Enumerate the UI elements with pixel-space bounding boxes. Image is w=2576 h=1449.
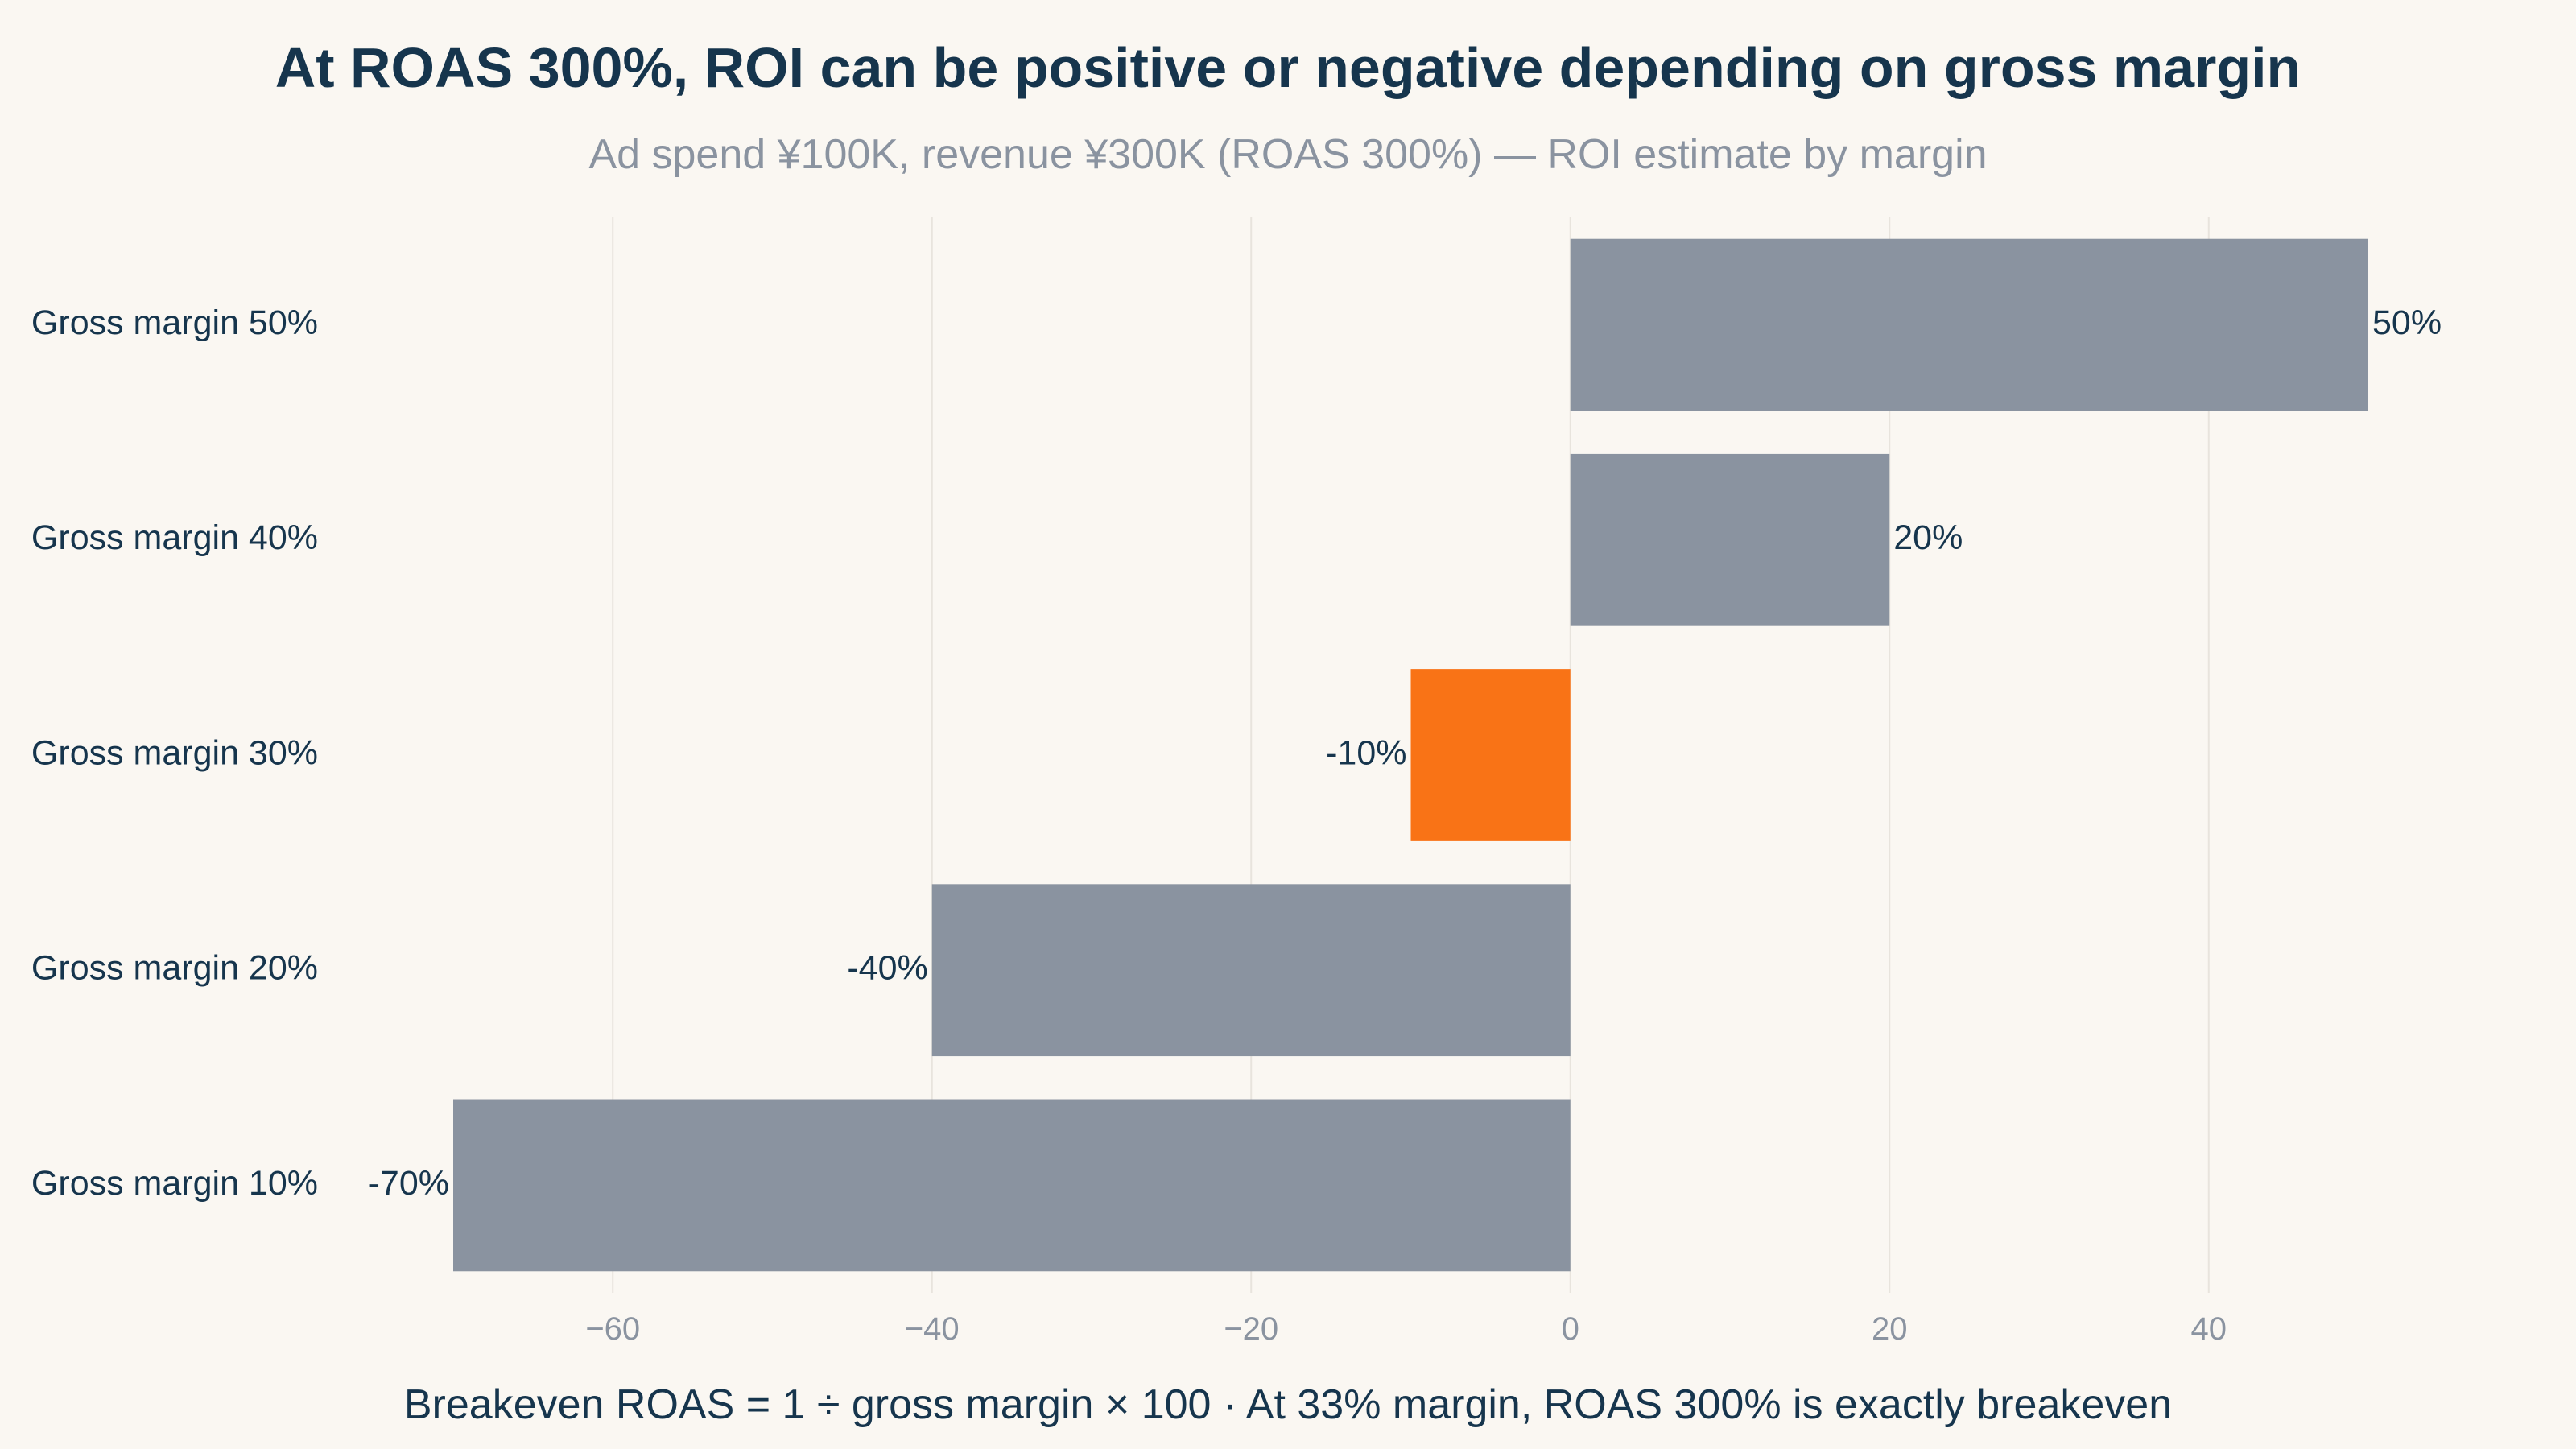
x-tick-label: 0 [1562, 1311, 1579, 1347]
chart-title: At ROAS 300%, ROI can be positive or neg… [275, 36, 2301, 99]
category-label: Gross margin 20% [31, 949, 318, 988]
category-label: Gross margin 40% [31, 518, 318, 557]
x-tick-label: −60 [585, 1311, 640, 1347]
value-label: 50% [2372, 303, 2442, 342]
labels: Gross margin 10% -70% Gross margin 20% -40%… [31, 303, 2442, 1203]
chart-footnote: Breakeven ROAS = 1 ÷ gross margin × 100 … [403, 1381, 2173, 1428]
x-tick-label: 40 [2191, 1311, 2227, 1347]
category-label: Gross margin 50% [31, 303, 318, 342]
x-tick-label: −20 [1224, 1311, 1278, 1347]
value-label: -70% [369, 1164, 449, 1203]
bar [1410, 669, 1571, 841]
x-tick-label: −40 [905, 1311, 960, 1347]
bar [453, 1099, 1571, 1272]
bars [453, 238, 2368, 1272]
bar [1570, 453, 1890, 626]
bar [1570, 238, 2368, 411]
value-label: -10% [1326, 733, 1406, 772]
bar [931, 884, 1571, 1057]
x-tick-label: 20 [1872, 1311, 1908, 1347]
value-label: -40% [847, 949, 927, 988]
chart-subtitle: Ad spend ¥100K, revenue ¥300K (ROAS 300%… [588, 131, 1988, 178]
x-axis-ticks: −60 −40 −20 0 20 40 [585, 1311, 2227, 1347]
category-label: Gross margin 10% [31, 1164, 318, 1203]
value-label: 20% [1893, 518, 1963, 557]
category-label: Gross margin 30% [31, 733, 318, 772]
